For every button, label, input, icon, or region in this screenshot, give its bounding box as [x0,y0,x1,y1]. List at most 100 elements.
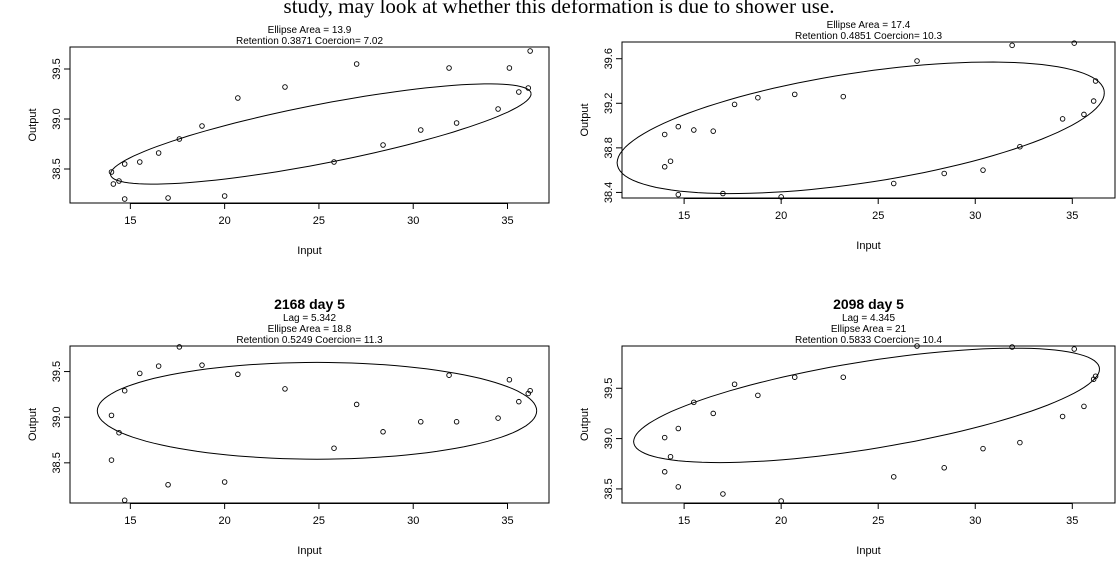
data-point [661,164,668,170]
chart-subtitle-line: Lag = 4.345 [842,313,896,324]
data-point [1059,413,1066,420]
x-tick-label: 15 [678,515,690,527]
x-tick-label: 35 [501,215,513,227]
x-tick-label: 35 [501,515,513,527]
data-point [720,190,726,197]
data-point [221,479,228,485]
data-point [331,159,337,165]
data-point [380,142,386,148]
chart-panel-3: Lag = 5.342 Ellipse Area = 18.8 Retention … [0,283,560,570]
data-point [353,401,360,408]
data-point [667,453,674,460]
data-point [1092,373,1099,379]
data-point [176,136,183,142]
data-point [1081,403,1087,410]
data-point [755,392,761,399]
data-point [914,58,920,64]
data-point [778,194,784,200]
data-point [710,128,716,134]
plot-frame [621,41,1116,199]
hysteresis-ellipse [96,361,538,460]
data-point [667,158,674,164]
data-point [980,445,986,452]
data-point [840,374,847,380]
x-tick-label: 25 [313,215,325,227]
y-tick-label: 39.5 [51,361,63,382]
y-tick-label: 39.2 [603,93,615,114]
data-point [755,94,761,101]
data-point [331,445,337,451]
data-point [110,181,117,187]
data-point [155,150,162,156]
x-tick-label: 35 [1066,515,1078,527]
data-point [675,484,682,490]
hysteresis-ellipse [616,61,1105,195]
x-tick-label: 25 [872,515,884,527]
data-point [282,84,288,90]
data-point [1009,344,1015,350]
data-point [980,167,986,173]
x-axis-label: Input [297,245,321,257]
data-point [1017,439,1023,446]
y-tick-label: 39.0 [51,406,63,427]
data-point [446,65,452,71]
data-point [731,381,738,387]
data-point [691,399,697,406]
data-point [890,474,897,480]
data-point [235,371,241,378]
y-axis-label: Output [579,103,591,136]
data-point [941,170,947,177]
data-point [380,429,386,435]
data-point [446,372,452,378]
x-tick-label: 25 [313,515,325,527]
data-point [1081,111,1087,118]
data-point [1009,42,1015,49]
data-point [1071,346,1077,352]
y-tick-label: 38.5 [51,452,63,473]
data-point [720,491,726,497]
y-tick-label: 39.5 [603,378,615,399]
document-caption: study, may look at whether this deformat… [283,0,835,18]
data-point [675,191,682,198]
data-point [235,95,241,101]
data-point [121,387,128,394]
data-point [731,101,738,108]
data-point [661,434,668,441]
data-point [116,429,122,436]
data-point [137,370,143,377]
y-tick-label: 38.8 [603,137,615,158]
data-point [282,386,288,392]
x-axis-label: Input [297,545,321,557]
chart-subtitle-line: Lag = 5.342 [283,313,337,324]
y-axis-label: Output [27,108,39,141]
y-tick-label: 39.0 [603,428,615,449]
data-point [221,193,228,199]
data-point [675,123,682,130]
plot-frame [69,345,550,504]
x-tick-label: 20 [775,210,787,222]
data-point [165,195,171,201]
data-point [495,415,501,421]
data-point [199,362,205,368]
chart-subtitle-line: Retention 0.4851 Coercion= 10.3 [795,31,942,42]
data-point [1071,40,1077,46]
data-point [840,93,847,100]
data-point [506,377,513,383]
chart-subtitle-line: Ellipse Area = 21 [831,324,907,335]
data-point [495,106,501,112]
x-tick-label: 30 [407,215,419,227]
plot-frame [621,345,1116,504]
data-point [176,344,183,350]
x-tick-label: 30 [407,515,419,527]
chart-subtitle-line: Retention 0.5249 Coercion= 11.3 [236,335,383,346]
y-tick-label: 38.4 [603,182,615,203]
x-tick-label: 25 [872,210,884,222]
data-point [137,159,143,165]
x-tick-label: 15 [678,210,690,222]
data-point [791,91,798,98]
data-point [121,161,128,167]
data-point [108,412,115,419]
plot-frame [69,46,550,204]
